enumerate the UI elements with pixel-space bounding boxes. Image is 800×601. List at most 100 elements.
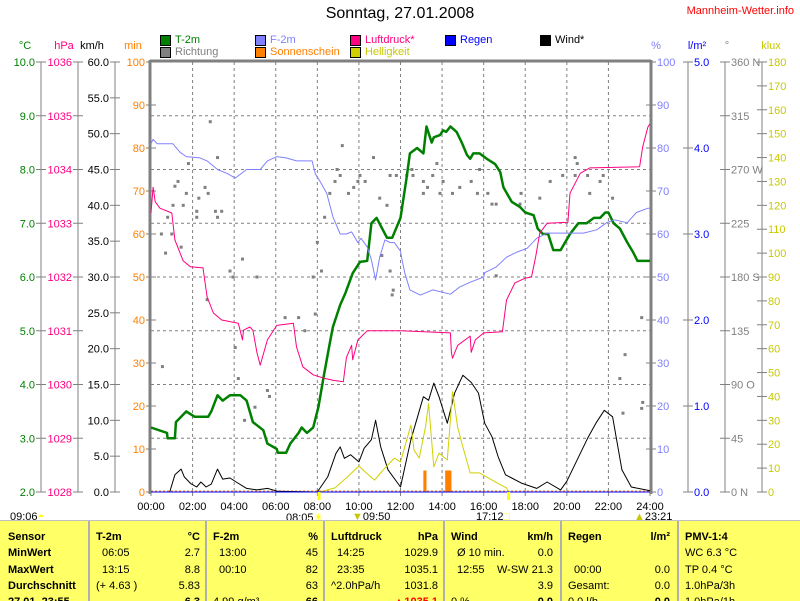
axis-label-lux: 160 <box>768 105 786 117</box>
column-title: Wind <box>451 531 478 543</box>
legend-swatch <box>350 34 361 46</box>
series-line-t-2m <box>150 125 650 455</box>
direction-point <box>228 269 232 273</box>
axis-label-lux: 10 <box>768 463 780 475</box>
direction-point <box>363 179 367 183</box>
direction-point <box>435 162 439 166</box>
axis-label-hum: 30 <box>657 358 669 370</box>
x-axis-label: 00:00 <box>137 501 165 513</box>
direction-point <box>328 191 332 195</box>
cell-value: ▲1035.1 <box>393 596 438 601</box>
legend-swatch <box>540 34 551 46</box>
direction-point <box>394 173 398 177</box>
direction-point <box>588 191 592 195</box>
direction-point <box>371 156 375 160</box>
axis-label-sun: 30 <box>133 358 145 370</box>
x-axis-label: 02:00 <box>179 501 207 513</box>
brand-link[interactable]: Mannheim-Wetter.info <box>686 5 794 17</box>
direction-point <box>253 405 257 409</box>
axis-label-rain: 1.0 <box>694 401 709 413</box>
cell-value: 45 <box>305 547 318 559</box>
axis-label-hum: 60 <box>657 229 669 241</box>
legend-item: Sonnenschein <box>255 46 340 58</box>
axis-label-lux: 40 <box>768 391 780 403</box>
axis-label-hum: 80 <box>657 143 669 155</box>
axis-unit-wind: km/h <box>80 40 104 52</box>
row-label: Durchschnitt <box>8 580 76 592</box>
direction-point <box>236 377 240 381</box>
direction-point <box>176 179 180 183</box>
direction-point <box>623 353 627 357</box>
direction-point <box>297 316 301 320</box>
axis-label-dir: 315 <box>731 111 749 123</box>
legend-item: Regen <box>445 34 492 46</box>
column-unit: hPa <box>417 531 438 543</box>
stats-table: Sensor MinWert MaxWert Durchschnitt 27.01. 2… <box>0 520 800 601</box>
axis-label-dir: 270 W <box>731 165 763 177</box>
direction-point <box>640 406 644 410</box>
direction-point <box>388 173 392 177</box>
direction-point <box>231 275 235 279</box>
axis-label-press: 1033 <box>48 218 72 230</box>
axis-label-dir: 0 N <box>731 487 748 499</box>
direction-point <box>313 312 317 316</box>
cell-label: 13:00 <box>219 547 247 559</box>
cell-value: 8.8 <box>184 564 200 576</box>
direction-point <box>243 418 247 422</box>
direction-point <box>611 196 615 200</box>
cell-value: 0.0 <box>655 596 670 601</box>
direction-point <box>206 191 210 195</box>
legend-label: Helligkeit <box>365 46 410 58</box>
cell-label: 13:15 <box>102 564 130 576</box>
direction-point <box>573 173 577 177</box>
axis-label-temp: 5.0 <box>20 326 35 338</box>
direction-point <box>421 191 425 195</box>
cell-label: 00:00 <box>574 564 602 576</box>
cell-label: 4.99 g/m³ <box>213 596 259 601</box>
x-axis-label: 16:00 <box>470 501 498 513</box>
axis-label-dir: 45 <box>731 433 743 445</box>
cell-value: 0.0 <box>537 547 553 559</box>
direction-point <box>641 400 645 404</box>
legend-item: Helligkeit <box>350 46 410 58</box>
direction-point <box>450 191 454 195</box>
direction-point <box>186 162 190 166</box>
cell-label: Ø 10 min. <box>457 547 505 559</box>
cell-value: W-SW 21.3 <box>496 564 553 576</box>
legend-item: Wind* <box>540 34 584 46</box>
axis-label-rain: 5.0 <box>694 57 709 69</box>
axis-label-hum: 70 <box>657 186 669 198</box>
direction-point <box>170 232 174 236</box>
cell-value: 2.7 <box>184 547 200 559</box>
direction-point <box>216 215 220 219</box>
direction-point <box>458 185 462 189</box>
legend-swatch <box>255 34 266 46</box>
axis-label-hum: 40 <box>657 315 669 327</box>
direction-point <box>548 179 552 183</box>
axis-label-temp: 7.0 <box>20 218 35 230</box>
series-line-wind <box>151 374 651 493</box>
direction-point <box>179 245 183 249</box>
cell-value: 0.0 <box>654 580 670 592</box>
axis-unit-temp: °C <box>19 40 31 52</box>
axis-label-temp: 8.0 <box>20 165 35 177</box>
legend-label: T-2m <box>175 34 201 46</box>
axis-label-wind: 15.0 <box>88 380 109 392</box>
direction-point <box>340 144 344 148</box>
direction-point <box>338 173 342 177</box>
axis-label-lux: 130 <box>768 176 786 188</box>
direction-point <box>469 179 473 183</box>
direction-point <box>347 191 351 195</box>
direction-point <box>561 173 565 177</box>
cell-label: 0 % <box>451 596 470 601</box>
axis-label-press: 1030 <box>48 380 72 392</box>
x-axis-label: 06:00 <box>262 501 290 513</box>
axis-label-press: 1028 <box>48 487 72 499</box>
direction-point <box>601 173 605 177</box>
axis-label-temp: 9.0 <box>20 111 35 123</box>
cell-label: 12:55 <box>457 564 485 576</box>
cell-value: 5.83 <box>178 580 200 592</box>
direction-point <box>195 209 199 213</box>
axis-label-wind: 25.0 <box>88 308 109 320</box>
axis-label-lux: 140 <box>768 153 786 165</box>
